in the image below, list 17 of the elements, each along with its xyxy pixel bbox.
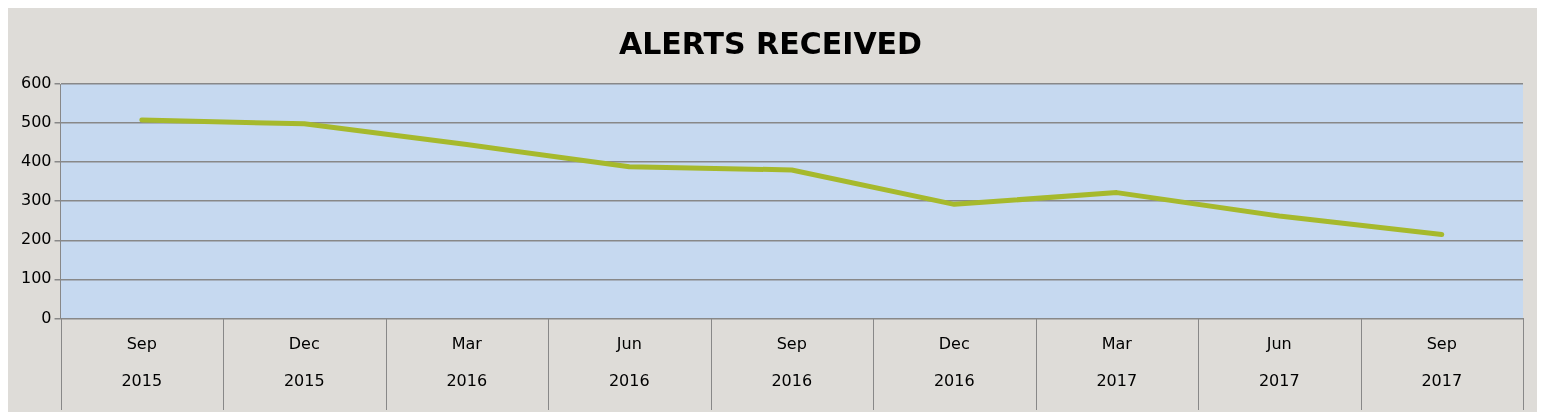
chart-title: ALERTS RECEIVED bbox=[619, 25, 922, 61]
x-tick-label: Sep 2017 bbox=[1421, 333, 1463, 390]
y-tick-label: 100 bbox=[20, 268, 52, 288]
y-tick-label: 0 bbox=[41, 307, 52, 327]
x-tick-label: Dec 2016 bbox=[933, 333, 975, 390]
x-tick-label: Sep 2016 bbox=[771, 333, 813, 390]
y-tick-label: 200 bbox=[20, 229, 52, 249]
x-tick-label: Mar 2017 bbox=[1096, 333, 1138, 390]
y-tick-label: 600 bbox=[20, 73, 52, 93]
y-tick-label: 500 bbox=[20, 112, 52, 132]
x-tick-label: Jun 2017 bbox=[1258, 333, 1300, 390]
x-tick-label: Jun 2016 bbox=[608, 333, 650, 390]
x-tick-label: Sep 2015 bbox=[121, 333, 163, 390]
x-tick-label: Dec 2015 bbox=[283, 333, 325, 390]
y-tick-label: 400 bbox=[20, 151, 52, 171]
y-tick-label: 300 bbox=[20, 190, 52, 210]
x-tick-label: Mar 2016 bbox=[446, 333, 488, 390]
